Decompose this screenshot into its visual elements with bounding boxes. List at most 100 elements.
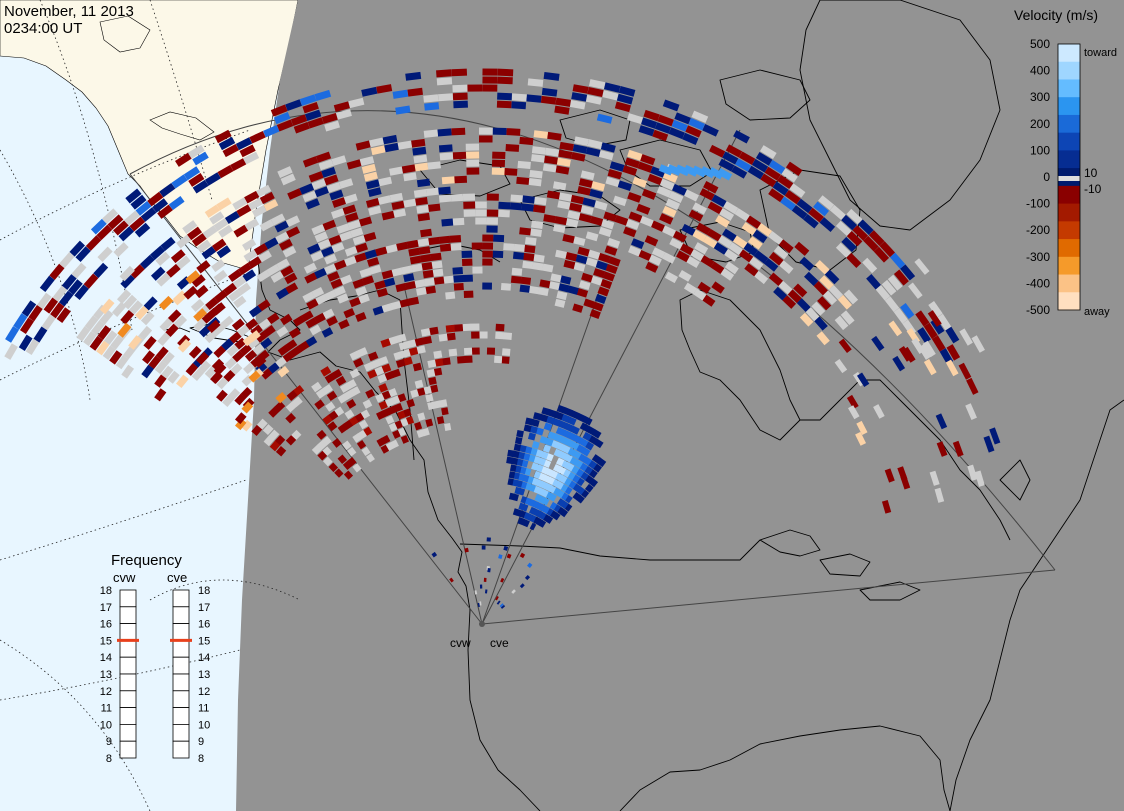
- velocity-cell: [211, 259, 226, 273]
- velocity-cell: [843, 289, 859, 305]
- velocity-cell: [747, 165, 764, 180]
- velocity-cell: [414, 421, 423, 431]
- velocity-cell: [358, 216, 373, 227]
- velocity-cell: [212, 322, 226, 336]
- velocity-cell: [523, 519, 530, 528]
- velocity-cell: [445, 291, 456, 300]
- velocity-cell: [247, 256, 262, 269]
- velocity-cell: [582, 197, 596, 208]
- velocity-cell: [188, 345, 202, 359]
- velocity-cell: [538, 287, 549, 296]
- velocity-cell: [482, 242, 494, 250]
- velocity-cell: [531, 154, 545, 163]
- velocity-cell: [608, 256, 621, 267]
- frequency-cell: [172, 589, 190, 608]
- frequency-tick-right: 12: [198, 686, 210, 698]
- velocity-cell: [91, 320, 105, 336]
- velocity-cell: [558, 192, 573, 202]
- velocity-cell: [567, 210, 581, 220]
- velocity-cell: [362, 275, 375, 286]
- velocity-cell: [329, 189, 344, 201]
- velocity-cell: [175, 152, 192, 167]
- velocity-cell: [752, 229, 768, 244]
- velocity-cell: [389, 166, 403, 176]
- velocity-cell: [588, 79, 606, 90]
- velocity-cell: [262, 424, 274, 436]
- velocity-cell: [600, 142, 616, 153]
- velocity-cell: [519, 552, 526, 559]
- velocity-cell: [249, 130, 266, 144]
- velocity-cell: [228, 331, 242, 344]
- velocity-cell: [946, 344, 961, 361]
- velocity-cell: [591, 181, 606, 192]
- velocity-cell: [102, 345, 116, 360]
- velocity-cell: [307, 117, 324, 129]
- velocity-cell: [346, 379, 357, 390]
- velocity-cell: [585, 231, 599, 242]
- velocity-cell: [431, 551, 438, 558]
- velocity-cell: [343, 193, 358, 204]
- velocity-cell: [416, 178, 431, 188]
- velocity-cell: [479, 331, 488, 339]
- velocity-cell: [388, 388, 398, 398]
- velocity-cell: [322, 384, 333, 395]
- velocity-cell: [691, 165, 707, 178]
- velocity-cell: [170, 249, 186, 264]
- velocity-cell: [354, 252, 367, 263]
- velocity-cell: [585, 425, 596, 436]
- velocity-cell: [822, 290, 838, 306]
- velocity-cell: [414, 337, 425, 347]
- velocity-cell: [318, 159, 334, 171]
- velocity-cell: [624, 157, 640, 169]
- velocity-cell: [553, 448, 563, 458]
- velocity-cell: [531, 146, 546, 155]
- velocity-cell: [433, 276, 445, 285]
- velocity-cell: [519, 136, 534, 146]
- velocity-cell: [567, 416, 577, 426]
- velocity-cell: [97, 246, 113, 262]
- velocity-cell: [497, 209, 510, 218]
- velocity-cell: [416, 287, 427, 296]
- velocity-cell: [520, 276, 532, 285]
- velocity-cell: [556, 498, 565, 507]
- frequency-tick-left: 16: [100, 619, 112, 631]
- velocity-cell: [285, 401, 297, 413]
- velocity-cell: [524, 446, 533, 455]
- velocity-cell: [438, 333, 448, 342]
- velocity-cell: [591, 429, 602, 439]
- velocity-cell: [356, 439, 367, 450]
- velocity-cell: [732, 235, 748, 249]
- frequency-cell: [172, 623, 190, 641]
- velocity-cell: [192, 151, 209, 166]
- velocity-cell: [160, 236, 176, 251]
- velocity-cell: [99, 309, 114, 325]
- velocity-cell: [486, 347, 496, 355]
- velocity-cell: [591, 454, 602, 464]
- velocity-cell: [322, 414, 333, 425]
- velocity-cell: [167, 309, 182, 323]
- frequency-cell: [172, 606, 190, 624]
- velocity-cell: [464, 547, 469, 553]
- velocity-cell: [475, 209, 487, 217]
- velocity-cell: [465, 151, 480, 159]
- velocity-cell: [425, 187, 439, 197]
- velocity-cell: [416, 204, 429, 214]
- velocity-cell: [520, 495, 527, 504]
- velocity-cell: [396, 410, 406, 420]
- velocity-cell: [477, 602, 480, 608]
- velocity-cell: [244, 190, 260, 204]
- velocity-cell: [438, 93, 454, 102]
- velocity-cell: [417, 212, 430, 222]
- velocity-cell: [884, 296, 900, 313]
- velocity-cell: [257, 299, 271, 312]
- velocity-cell: [222, 395, 234, 407]
- velocity-cell: [276, 258, 290, 271]
- velocity-legend-tick: 500: [1030, 37, 1050, 51]
- velocity-cell: [420, 254, 432, 263]
- velocity-cell: [192, 179, 209, 194]
- velocity-cell: [21, 300, 37, 317]
- velocity-cell: [314, 186, 329, 198]
- frequency-tick-right: 8: [198, 753, 204, 765]
- velocity-cell: [540, 451, 549, 460]
